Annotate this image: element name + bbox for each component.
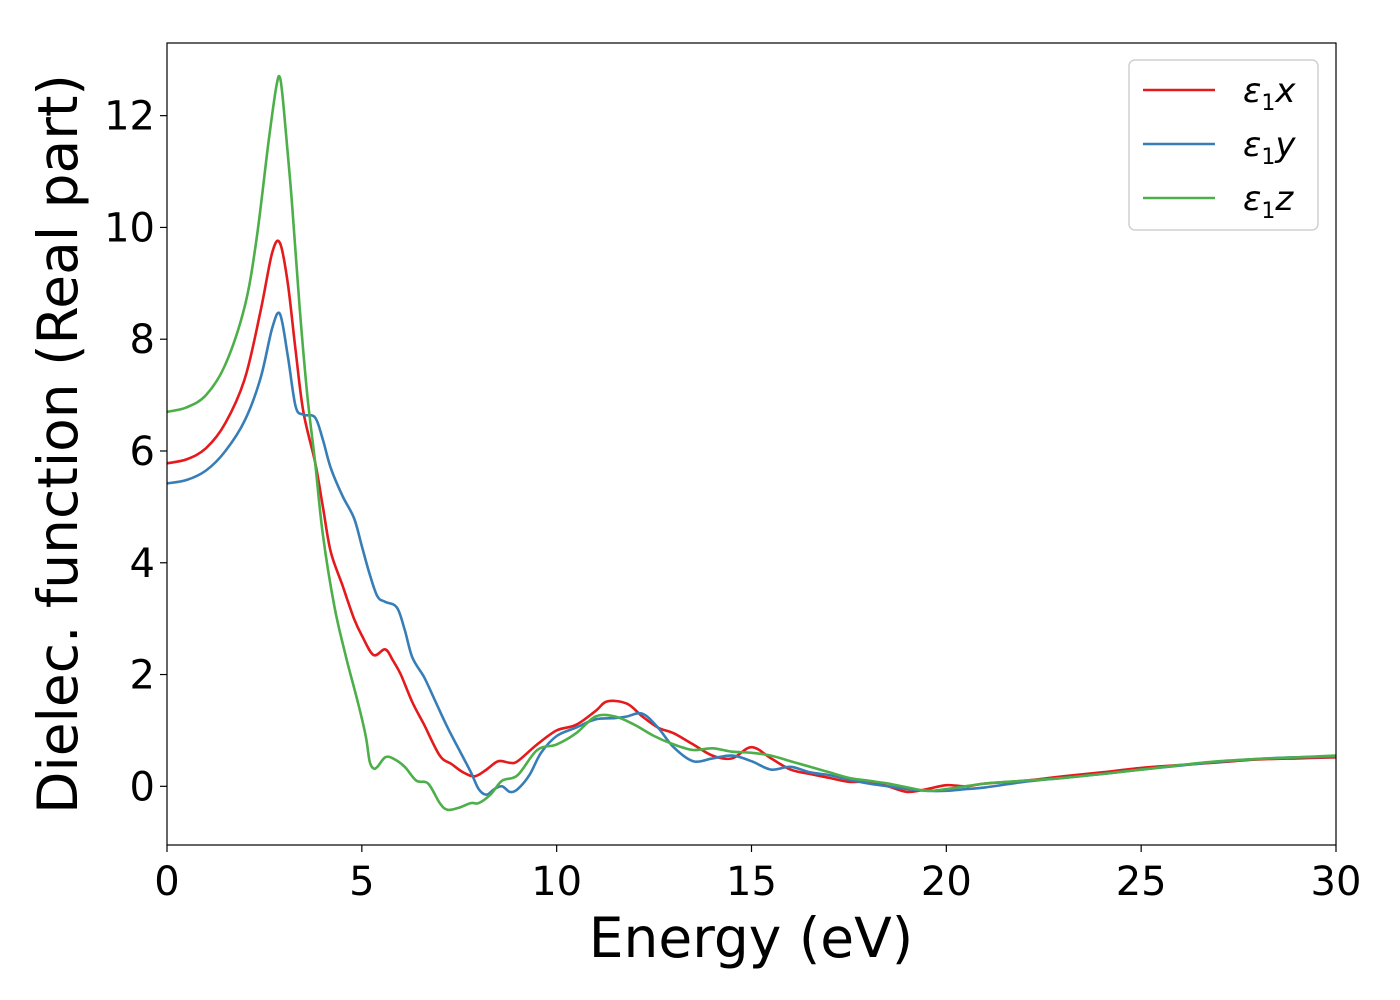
x-axis: 0 5 10 15 20 25 30: [154, 845, 1361, 905]
y-tick-label: 6: [130, 429, 155, 475]
x-tick-label: 10: [531, 859, 582, 905]
plot-lines: [166, 74, 1337, 812]
x-tick-label: 30: [1311, 859, 1362, 905]
y-axis-title: Dielec. function (Real part): [26, 74, 90, 814]
legend: ε1x ε1y ε1z: [1128, 59, 1319, 231]
series-line-x: [166, 239, 1337, 794]
y-tick-label: 10: [104, 205, 155, 251]
x-axis-title: Energy (eV): [589, 906, 913, 970]
y-tick-label: 8: [130, 317, 155, 363]
legend-label-y: ε1y: [1243, 125, 1296, 170]
y-tick-label: 12: [104, 94, 155, 140]
x-tick-label: 20: [921, 859, 972, 905]
legend-label-x: ε1x: [1243, 71, 1296, 116]
series-line-z: [166, 74, 1337, 812]
y-axis: 0 2 4 6 8 10 12: [104, 94, 167, 810]
legend-box: [1128, 59, 1319, 231]
x-tick-label: 25: [1116, 859, 1167, 905]
y-tick-label: 0: [130, 764, 155, 810]
x-tick-label: 0: [154, 859, 179, 905]
x-tick-label: 5: [349, 859, 374, 905]
x-tick-label: 15: [726, 859, 777, 905]
y-tick-label: 4: [130, 541, 155, 587]
legend-label-z: ε1z: [1243, 179, 1294, 224]
y-tick-label: 2: [130, 653, 155, 699]
